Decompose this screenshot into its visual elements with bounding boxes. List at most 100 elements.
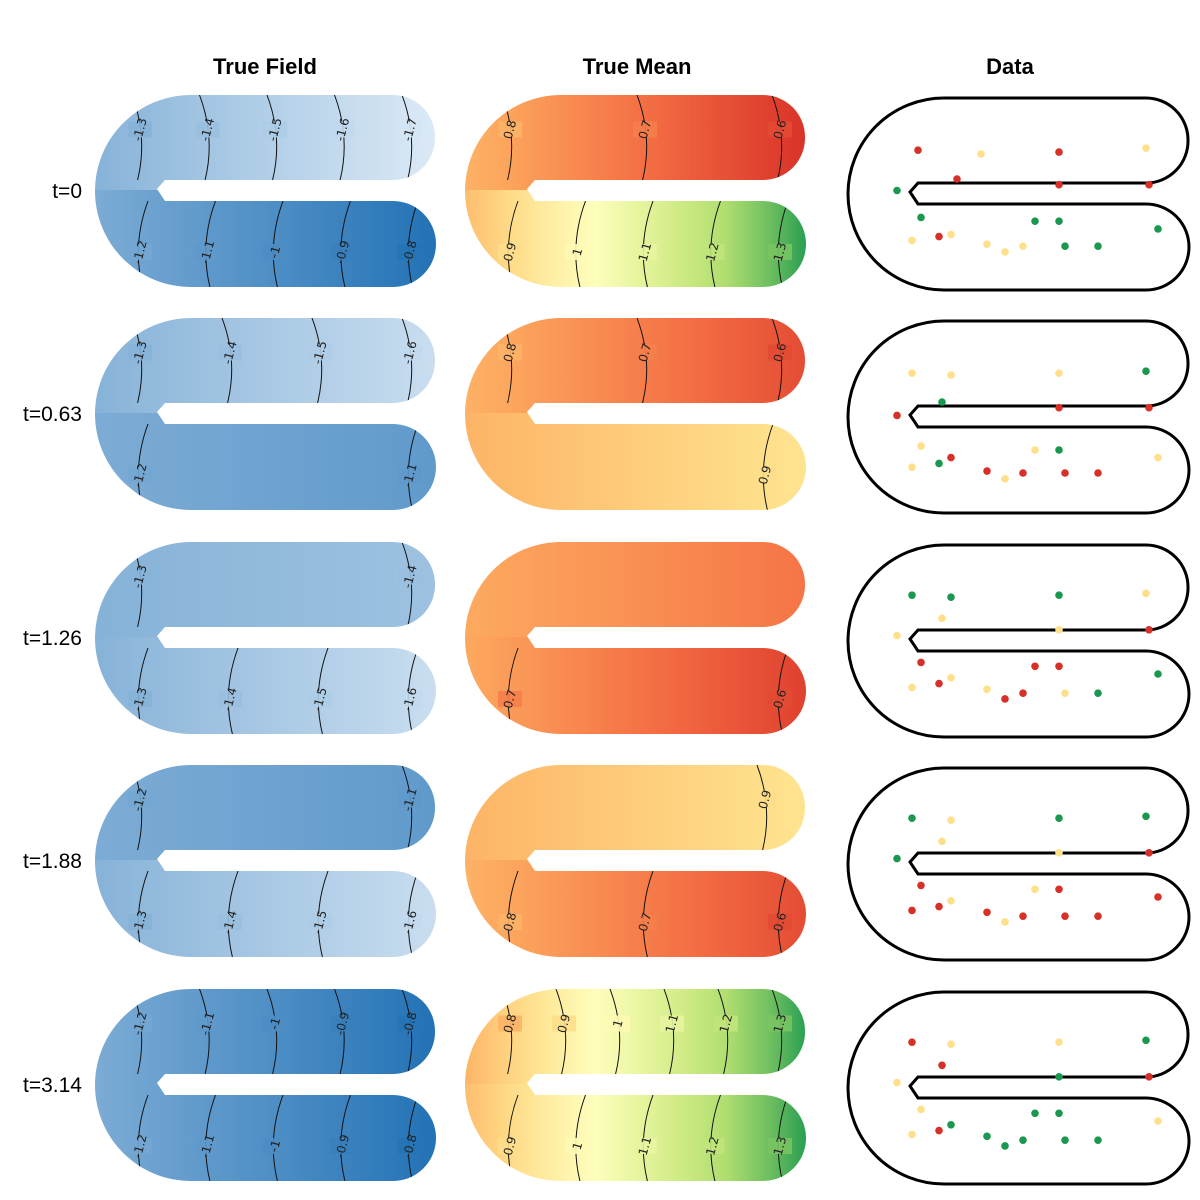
- data-point-red: [1094, 912, 1102, 920]
- mean-lower-arm: [465, 413, 806, 510]
- column-titles: True Field True Mean Data: [213, 54, 1035, 79]
- field-fill: -1.2 -1.1 -1 -0.9 -0.8 -1.2 -1.1 -1 -0.9 -0.8: [95, 989, 436, 1181]
- data-point-red: [983, 908, 991, 917]
- data-point-red: [1061, 912, 1069, 920]
- data-point-green: [1055, 217, 1063, 225]
- data-point-green: [1019, 1136, 1027, 1144]
- data-point-green: [1154, 225, 1162, 233]
- field-lower-arm: [95, 860, 436, 957]
- field-contour-label: -1: [267, 1016, 284, 1031]
- field-contour-label-bg: [128, 344, 152, 361]
- field-contour-label: -1.2: [130, 462, 150, 488]
- field-contour-label: -0.8: [400, 239, 420, 265]
- mean-contour-label-bg: [498, 1015, 522, 1032]
- mean-upper-arm: [465, 989, 806, 1084]
- domain-outline: [846, 543, 1191, 739]
- data-point-yellow: [1055, 369, 1063, 378]
- data-point-yellow: [983, 240, 991, 248]
- field-contour-label: -1.3: [130, 563, 150, 589]
- data-point-red: [953, 175, 961, 183]
- mean-contour-label-bg: [660, 1015, 684, 1032]
- data-point-yellow: [1031, 446, 1039, 454]
- data-panel: [846, 543, 1191, 739]
- mean-contour-label-bg: [606, 1015, 630, 1032]
- mean-contour-label: 0.6: [771, 911, 789, 933]
- data-point-yellow: [1061, 689, 1069, 697]
- mean-contour-label-bg: [768, 121, 792, 138]
- mean-contour-label-bg: [633, 1138, 657, 1154]
- data-point-yellow: [1031, 885, 1039, 894]
- panel-row: -1.3 -1.4 -1.5 -1.6 -1.2 -1.1 0.8 0.7 0.6 0.9: [95, 318, 1191, 515]
- column-title-data: Data: [986, 54, 1034, 79]
- field-contour-label: -0.8: [400, 1133, 420, 1159]
- data-point-red: [1055, 885, 1063, 894]
- field-contour-label: -1.1: [198, 1010, 218, 1036]
- data-point-yellow: [908, 1130, 916, 1139]
- field-contour-label-bg: [398, 344, 422, 361]
- data-point-green: [947, 593, 955, 601]
- field-contour-label: -1.5: [310, 686, 330, 712]
- data-point-green: [1055, 1109, 1063, 1118]
- field-contour-label-bg: [195, 244, 220, 260]
- field-contour-label: -1.5: [310, 339, 330, 365]
- field-upper-arm: [95, 318, 436, 413]
- field-contour-label: -1.6: [400, 339, 420, 365]
- row-label-t063: t=0.63: [23, 403, 82, 426]
- field-fill: -1.3 -1.4 -1.3 -1.4 -1.5 -1.6: [95, 542, 436, 734]
- data-point-green: [908, 814, 916, 822]
- field-contour-label-bg: [330, 244, 355, 260]
- true-field-panel: -1.3 -1.4 -1.3 -1.4 -1.5 -1.6: [95, 542, 436, 734]
- data-point-yellow: [893, 1078, 901, 1087]
- row-labels: t=0 t=0.63 t=1.26 t=1.88 t=3.14: [23, 180, 82, 1097]
- data-point-red: [1019, 689, 1027, 697]
- field-upper-arm: [95, 765, 436, 860]
- field-contour-label: -1.5: [310, 909, 330, 935]
- field-contour-label-bg: [308, 344, 332, 361]
- mean-contour-label-bg: [498, 691, 522, 707]
- data-point-yellow: [893, 631, 901, 640]
- mean-contour-label-bg: [633, 344, 657, 361]
- data-point-yellow: [1154, 453, 1162, 462]
- mean-contour-label: 0.9: [501, 1135, 519, 1157]
- mean-contour-label: 0.6: [771, 341, 789, 363]
- field-upper-arm: [95, 95, 436, 190]
- mean-fill: 0.9 0.8 0.7 0.6: [465, 765, 806, 957]
- mean-contour-label-bg: [700, 244, 725, 260]
- panel-row: -1.2 -1.1 -1 -0.9 -0.8-1.2 -1.1 -1 -0.9 -0.80.8 0…: [95, 989, 1191, 1186]
- field-contour-label-bg: [398, 467, 422, 483]
- mean-contour-label: 0.7: [636, 341, 654, 363]
- field-contour-label: -1.4: [220, 339, 240, 365]
- mean-fill: 0.8 0.9 1 1.1 1.2 1.3 0.9 1 1.1 1.2 1.3: [465, 989, 806, 1181]
- data-point-yellow: [977, 150, 985, 158]
- mean-contour-label: 1.3: [771, 241, 789, 263]
- data-panel: [846, 766, 1191, 962]
- field-contour-label-bg: [128, 1138, 152, 1154]
- field-contour-label: -1.1: [400, 462, 420, 488]
- data-point-green: [935, 459, 943, 468]
- mean-contour-label: 0.9: [501, 241, 519, 263]
- mean-contour-label: 1: [570, 246, 586, 257]
- mean-lower-arm: [465, 1084, 806, 1181]
- data-point-yellow: [908, 369, 916, 378]
- data-point-red: [914, 146, 922, 154]
- data-point-red: [908, 1038, 916, 1046]
- data-point-green: [1001, 1142, 1009, 1150]
- data-point-green: [983, 1132, 991, 1141]
- panel-row: -1.3 -1.4 -1.5 -1.6 -1.7 -1.2 -1.1 -1 -0.9 -0.8 0.…: [95, 95, 1191, 292]
- column-title-true-field: True Field: [213, 54, 317, 79]
- data-panel: [846, 319, 1191, 515]
- field-contour-label-bg: [263, 244, 287, 260]
- mean-contour-label: 0.7: [501, 688, 519, 710]
- data-point-red: [1094, 469, 1102, 477]
- field-contour-label: -1.1: [198, 239, 218, 265]
- field-lower-arm: [95, 1084, 436, 1181]
- data-point-green: [1061, 242, 1069, 250]
- field-contour-label-bg: [128, 1015, 152, 1032]
- field-contour-label-bg: [308, 691, 332, 707]
- mean-upper-arm: [465, 765, 806, 860]
- field-contour-label-bg: [308, 914, 332, 930]
- field-contour-label-bg: [398, 791, 422, 808]
- mean-contour-label-bg: [498, 344, 522, 361]
- field-contour-label: -1.2: [130, 239, 150, 265]
